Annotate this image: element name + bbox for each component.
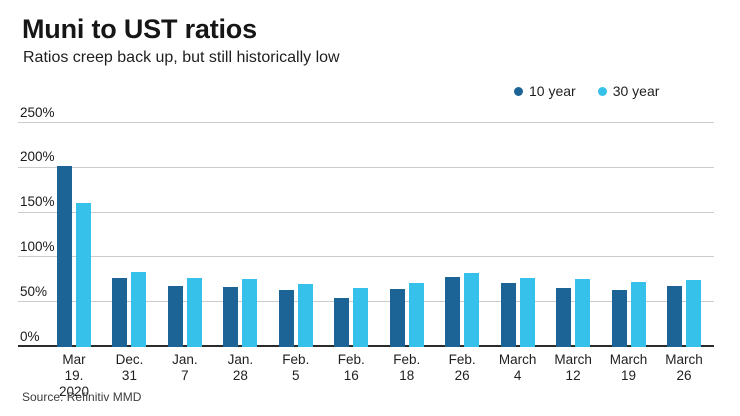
source-note: Source: Refinitiv MMD: [22, 390, 142, 404]
bar-10-year: [223, 286, 239, 347]
x-tick-label: March 19: [609, 352, 648, 383]
bar-10-year: [57, 166, 72, 347]
x-tick-label: Jan. 28: [227, 352, 254, 383]
bar-group: [167, 123, 202, 347]
x-label-cell: March 12: [554, 352, 592, 386]
x-tick-label: Feb. 16: [337, 352, 365, 383]
page-subtitle: Ratios creep back up, but still historic…: [23, 49, 340, 66]
bar-group: [445, 123, 480, 347]
x-label-cell: March 4: [498, 352, 537, 386]
bar-30-year: [685, 279, 701, 347]
x-label-cell: Dec. 31: [112, 352, 146, 386]
y-tick-label-0: 0%: [20, 329, 44, 343]
bar-group: [500, 123, 535, 347]
bar-30-year: [464, 272, 480, 347]
bar-group: [57, 123, 91, 347]
bar-10-year: [278, 289, 294, 347]
bar-30-year: [131, 271, 147, 347]
bar-group: [666, 123, 701, 347]
x-tick-label: Feb. 18: [393, 352, 421, 383]
bar-10-year: [500, 282, 516, 347]
bar-30-year: [353, 287, 369, 347]
x-axis-labels: Mar 19. 2020 Dec. 31 Jan. 7 Jan. 28 Feb. 5 Fe…: [57, 352, 703, 399]
x-label-cell: Jan. 28: [223, 352, 257, 386]
bar-group: [223, 123, 258, 347]
bar-10-year: [334, 297, 350, 347]
bar-30-year: [519, 278, 535, 347]
x-label-cell: Feb. 18: [390, 352, 424, 386]
legend-item-10-year: 10 year: [514, 83, 576, 99]
bar-group: [112, 123, 147, 347]
x-tick-label: March 12: [554, 352, 592, 383]
y-tick-label-200: 200%: [20, 150, 59, 164]
gridline-200: [18, 166, 714, 168]
bar-10-year: [611, 289, 627, 347]
x-label-cell: Feb. 26: [445, 352, 479, 386]
bar-30-year: [242, 278, 258, 347]
legend-dot-10-year-icon: [514, 86, 523, 96]
y-tick-label-150: 150%: [20, 195, 59, 209]
x-tick-label: Feb. 5: [282, 352, 310, 383]
x-tick-label: March 4: [498, 352, 537, 383]
x-label-cell: Jan. 7: [168, 352, 202, 386]
page-title: Muni to UST ratios: [22, 14, 257, 44]
y-tick-label-100: 100%: [20, 240, 59, 254]
x-label-cell: Mar 19. 2020: [57, 352, 91, 399]
bar-group: [334, 123, 369, 347]
bars-row: [57, 123, 701, 347]
gridline-150: [18, 211, 714, 213]
gridline-250: [18, 122, 714, 123]
y-tick-label-250: 250%: [20, 105, 59, 119]
bar-10-year: [445, 277, 461, 347]
bar-10-year: [167, 286, 183, 347]
bar-chart-plot-area: 0% 50% 100% 150% 200% 250%: [18, 105, 714, 347]
bar-30-year: [630, 281, 646, 347]
bar-group: [389, 123, 424, 347]
bar-group: [611, 123, 646, 347]
bar-30-year: [297, 284, 313, 347]
bar-10-year: [389, 288, 405, 347]
bar-group: [278, 123, 313, 347]
bar-10-year: [666, 286, 682, 347]
bar-30-year: [76, 202, 91, 347]
x-tick-label: Feb. 26: [448, 352, 476, 383]
legend: 10 year 30 year: [514, 83, 659, 99]
x-tick-label: March 26: [665, 352, 703, 383]
bar-10-year: [556, 287, 572, 347]
x-tick-label: Dec. 31: [115, 352, 144, 383]
x-label-cell: March 19: [609, 352, 648, 386]
legend-label-10-year: 10 year: [529, 83, 576, 99]
bar-30-year: [575, 278, 591, 347]
x-label-cell: Feb. 5: [279, 352, 313, 386]
bar-30-year: [408, 282, 424, 347]
legend-label-30-year: 30 year: [612, 83, 660, 99]
x-tick-label: Mar 19. 2020: [58, 352, 90, 399]
y-tick-label-50: 50%: [20, 285, 52, 299]
gridline-100: [18, 256, 714, 258]
bar-10-year: [112, 278, 128, 347]
legend-item-30-year: 30 year: [597, 83, 660, 99]
x-tick-label: Jan. 7: [172, 352, 198, 383]
x-label-cell: March 26: [665, 352, 703, 386]
bar-group: [556, 123, 591, 347]
x-label-cell: Feb. 16: [334, 352, 368, 386]
legend-dot-30-year-icon: [597, 86, 607, 96]
bar-30-year: [186, 278, 202, 347]
